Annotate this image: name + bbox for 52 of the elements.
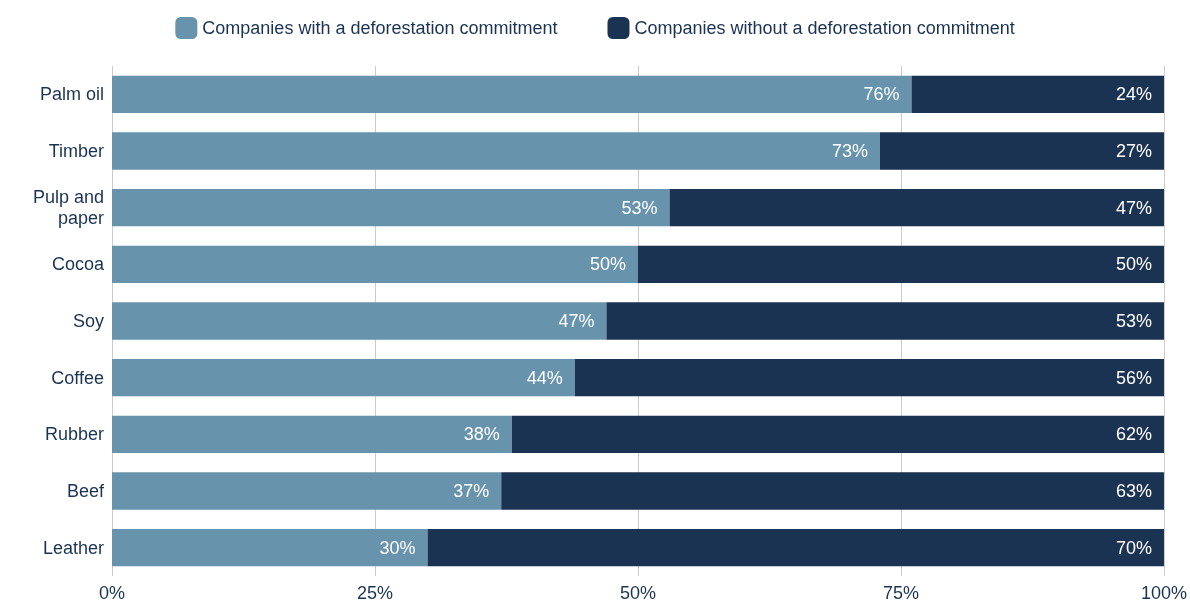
data-label: 76%: [863, 84, 900, 105]
data-label: 30%: [379, 537, 416, 558]
data-label: 70%: [1115, 537, 1152, 558]
x-tick-label: 75%: [882, 583, 919, 603]
legend-label: Companies without a deforestation commitment: [634, 18, 1015, 38]
bar: [669, 188, 1164, 227]
bar: [574, 358, 1164, 397]
data-label: 53%: [621, 197, 658, 218]
y-tick-label: Leather: [42, 537, 104, 558]
data-label: 63%: [1115, 481, 1152, 501]
y-tick-label: Pulp and paper: [32, 187, 104, 229]
data-label: 44%: [526, 367, 563, 388]
data-label: 38%: [463, 424, 500, 445]
data-label: 37%: [453, 481, 490, 501]
y-tick-label: Rubber: [44, 424, 104, 445]
data-label: 56%: [1115, 367, 1152, 388]
data-label: 62%: [1115, 424, 1152, 445]
bar: [112, 358, 575, 397]
bar: [112, 528, 428, 567]
x-tick-label: 50%: [619, 583, 657, 603]
data-label: 24%: [1115, 84, 1152, 105]
data-label: 53%: [1115, 311, 1152, 331]
bar: [112, 302, 607, 340]
bar: [112, 132, 880, 170]
legend-label: Companies with a deforestation commitment: [202, 18, 558, 38]
y-tick-label: Cocoa: [51, 254, 105, 275]
y-tick-label: Soy: [72, 311, 104, 331]
bar: [112, 75, 912, 114]
bar: [511, 415, 1164, 454]
bar: [879, 132, 1164, 170]
x-tick-label: 0%: [98, 583, 126, 603]
x-tick-label: 25%: [356, 583, 394, 603]
bar: [606, 302, 1164, 340]
bar: [637, 245, 1164, 284]
bar: [427, 528, 1164, 567]
data-label: 47%: [1115, 197, 1152, 218]
data-label: 27%: [1115, 141, 1152, 161]
y-tick-label: Palm oil: [39, 84, 104, 105]
bar: [112, 188, 670, 227]
bar: [112, 415, 512, 454]
data-label: 73%: [831, 141, 868, 161]
x-tick-label: 100%: [1140, 583, 1187, 603]
data-label: 50%: [1115, 254, 1152, 275]
bar: [501, 472, 1164, 510]
bar: [112, 472, 502, 510]
data-label: 50%: [589, 254, 626, 275]
bar: [112, 245, 638, 284]
y-tick-label: Beef: [66, 481, 105, 501]
bar: [911, 75, 1164, 114]
y-tick-label: Coffee: [51, 367, 104, 388]
data-label: 47%: [558, 311, 595, 331]
y-tick-label: Timber: [48, 141, 104, 161]
